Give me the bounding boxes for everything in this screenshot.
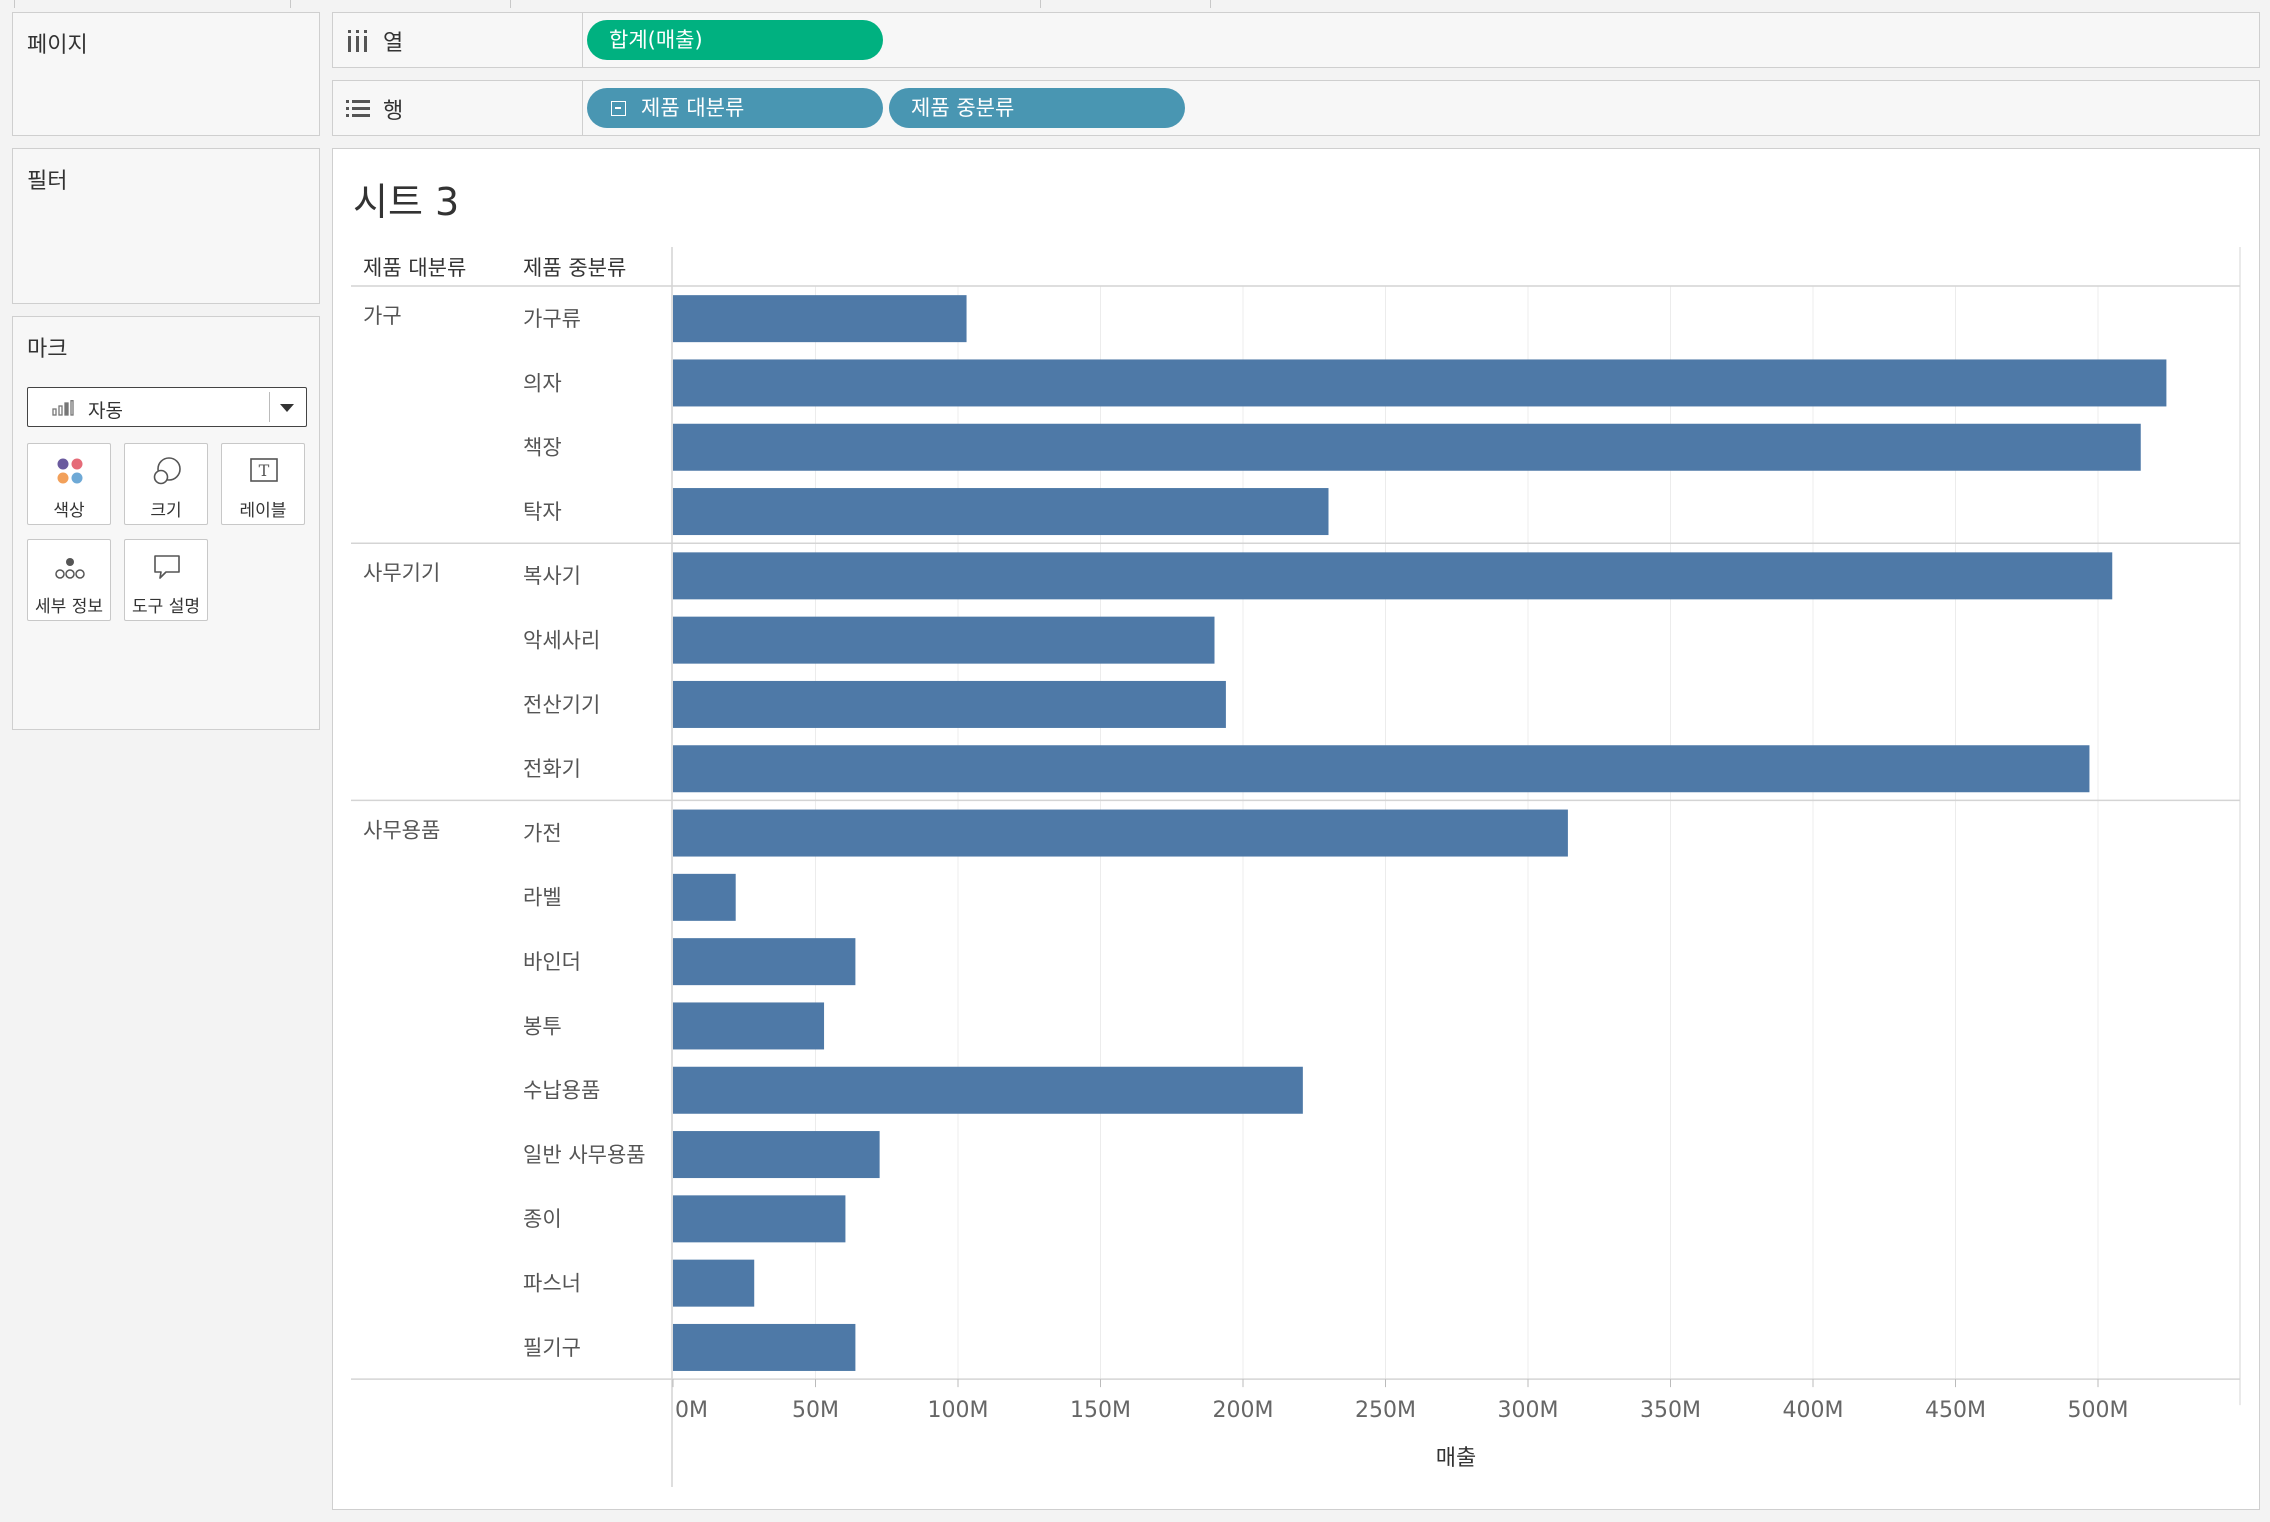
rows-shelf[interactable]: 행 제품 대분류 제품 중분류 — [332, 80, 2260, 136]
subcategory-label: 종이 — [523, 1207, 562, 1231]
bar — [673, 359, 2167, 407]
x-axis-title: 매출 — [1436, 1446, 1476, 1471]
dropdown-divider — [269, 392, 270, 422]
marks-card: 마크 자동 색상 크기 T 레이블 — [12, 316, 320, 730]
detail-dots-icon — [55, 558, 85, 579]
bar — [673, 1131, 880, 1179]
mark-card-label-card[interactable]: T 레이블 — [221, 443, 305, 525]
x-tick-label: 350M — [1640, 1398, 1701, 1423]
subcategory-label: 가구류 — [523, 307, 581, 331]
columns-shelf[interactable]: 열 합계(매출) — [332, 12, 2260, 68]
rows-shelf-label: 행 — [383, 99, 404, 124]
pill-subcategory[interactable]: 제품 중분류 — [889, 88, 1185, 128]
bar — [673, 1259, 755, 1307]
subcategory-label: 의자 — [523, 371, 562, 395]
mark-card-size[interactable]: 크기 — [124, 443, 208, 525]
chevron-down-icon — [280, 404, 294, 412]
pages-card-title: 페이지 — [27, 33, 88, 58]
subcategory-label: 가전 — [523, 821, 562, 845]
bar — [673, 295, 967, 343]
pill-label: 제품 중분류 — [911, 96, 1015, 120]
x-tick-label: 300M — [1498, 1398, 1559, 1423]
bar — [673, 1066, 1303, 1114]
subcategory-label: 일반 사무용품 — [523, 1143, 646, 1167]
rows-shelf-header: 행 — [333, 81, 583, 135]
bar — [673, 1323, 856, 1371]
bar — [673, 809, 1568, 857]
x-tick-label: 250M — [1355, 1398, 1416, 1423]
top-toolbar-edge — [0, 0, 2270, 8]
filters-card-title: 필터 — [27, 169, 68, 194]
subcategory-label: 파스너 — [523, 1272, 581, 1296]
bar-chart-icon — [52, 400, 74, 416]
subcategory-label: 책장 — [523, 436, 562, 460]
subcategory-label: 전화기 — [523, 757, 581, 781]
x-tick-label: 500M — [2068, 1398, 2129, 1423]
bar — [673, 873, 736, 921]
pill-label: 제품 대분류 — [641, 96, 745, 120]
mark-card-detail[interactable]: 세부 정보 — [27, 539, 111, 621]
x-tick-label: 200M — [1213, 1398, 1274, 1423]
category-label: 사무용품 — [363, 818, 440, 842]
category-label: 사무기기 — [363, 561, 440, 585]
subcategory-label: 탁자 — [523, 500, 562, 524]
subcategory-label: 수납용품 — [523, 1079, 600, 1103]
pill-label: 합계(매출) — [609, 28, 703, 52]
x-tick-label: 400M — [1783, 1398, 1844, 1423]
tooltip-bubble-icon — [154, 555, 180, 579]
bar — [673, 938, 856, 986]
x-tick-label: 0M — [675, 1398, 708, 1423]
bar — [673, 552, 2113, 600]
bar — [673, 423, 2141, 471]
subcategory-label: 악세사리 — [523, 629, 600, 653]
x-tick-label: 150M — [1070, 1398, 1131, 1423]
pill-category[interactable]: 제품 대분류 — [587, 88, 883, 128]
mark-type-dropdown[interactable]: 자동 — [27, 387, 307, 427]
column-header: 제품 중분류 — [523, 256, 626, 280]
color-dots-icon — [57, 458, 83, 484]
label-t-icon: T — [250, 458, 278, 482]
mark-card-label: 색상 — [53, 501, 85, 521]
mark-card-tooltip[interactable]: 도구 설명 — [124, 539, 208, 621]
column-header: 제품 대분류 — [363, 256, 466, 280]
svg-text:T: T — [259, 461, 270, 480]
filters-card[interactable]: 필터 — [12, 148, 320, 304]
subcategory-label: 필기구 — [523, 1336, 581, 1360]
size-circles-icon — [153, 457, 181, 485]
subcategory-label: 전산기기 — [523, 693, 600, 717]
columns-shelf-header: 열 — [333, 13, 583, 67]
bar — [673, 745, 2090, 793]
mark-card-color[interactable]: 색상 — [27, 443, 111, 525]
mark-type-label: 자동 — [88, 400, 123, 422]
bar — [673, 488, 1329, 536]
bar — [673, 616, 1215, 664]
mark-card-label: 크기 — [150, 501, 182, 521]
mark-card-label: 도구 설명 — [132, 597, 200, 617]
subcategory-label: 바인더 — [523, 950, 581, 974]
subcategory-label: 봉투 — [523, 1014, 562, 1038]
bar — [673, 1195, 846, 1243]
pages-card[interactable]: 페이지 — [12, 12, 320, 136]
x-tick-label: 450M — [1925, 1398, 1986, 1423]
collapse-icon[interactable] — [611, 101, 626, 116]
pill-sum-sales[interactable]: 합계(매출) — [587, 20, 883, 60]
subcategory-label: 복사기 — [523, 564, 581, 588]
bar — [673, 1002, 825, 1050]
columns-icon — [348, 30, 367, 52]
category-label: 가구 — [363, 304, 402, 328]
x-tick-label: 100M — [928, 1398, 989, 1423]
columns-shelf-label: 열 — [383, 31, 404, 56]
x-tick-label: 50M — [792, 1398, 839, 1423]
mark-card-label: 레이블 — [239, 501, 287, 521]
sheet-title: 시트 3 — [353, 180, 460, 224]
bar — [673, 680, 1226, 728]
rows-icon — [346, 100, 370, 117]
marks-card-title: 마크 — [27, 337, 68, 362]
subcategory-label: 라벨 — [523, 886, 562, 910]
mark-card-label: 세부 정보 — [35, 597, 103, 617]
